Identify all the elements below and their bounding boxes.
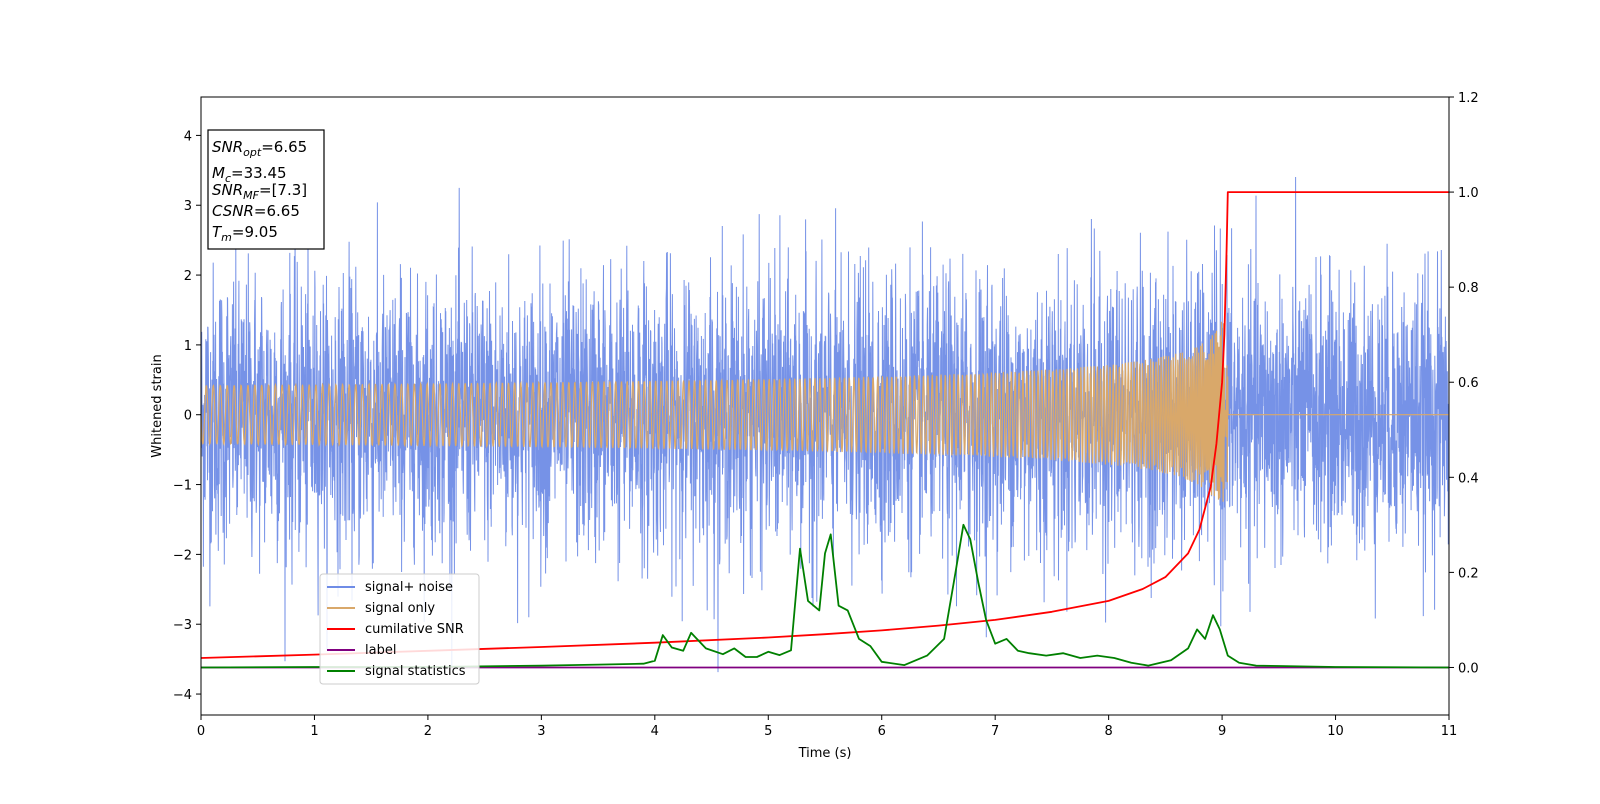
legend: signal+ noise signal only cumilative SNR la…: [319, 573, 480, 685]
y-left-tick-label: −4: [173, 688, 192, 703]
y-left-tick-label: −1: [173, 479, 192, 494]
y-axis-left: 4 3 2 1 0 −1 −2 −3 −4: [173, 129, 201, 703]
legend-frame: [319, 573, 480, 685]
info-box-frame: [207, 129, 325, 250]
x-tick-label: 1: [310, 724, 318, 739]
series-line-signal-only: [201, 321, 1449, 502]
y-left-tick-label: 2: [184, 269, 192, 284]
y-right-tick-label: 0.4: [1458, 471, 1479, 486]
x-tick-label: 9: [1218, 724, 1226, 739]
y-left-tick-label: 0: [184, 409, 192, 424]
series-line-signal-noise: [201, 176, 1449, 673]
legend-entry: label: [365, 643, 396, 658]
x-tick-label: 7: [991, 724, 999, 739]
x-tick-label: 5: [764, 724, 772, 739]
x-tick-label: 6: [878, 724, 886, 739]
series-line-cumilative-snr: [201, 191, 1449, 659]
y-right-tick-label: 0.6: [1458, 376, 1479, 391]
y-left-tick-label: 1: [184, 339, 192, 354]
x-tick-label: 10: [1327, 724, 1344, 739]
x-axis: 0 1 2 3 4 5 6 7 8 9 10 11: [197, 715, 1457, 739]
info-line: CSNR=6.65: [212, 202, 300, 220]
info-line: Mc=33.45: [212, 164, 287, 185]
y-axis-label: Whitened strain: [150, 354, 165, 457]
legend-entry: signal+ noise: [365, 580, 453, 595]
y-left-tick-label: −2: [173, 548, 192, 563]
x-tick-label: 3: [537, 724, 545, 739]
y-right-tick-label: 0.2: [1458, 566, 1479, 581]
y-right-tick-label: 0.8: [1458, 281, 1479, 296]
legend-entry: cumilative SNR: [365, 622, 464, 637]
y-left-tick-label: 3: [184, 199, 192, 214]
y-left-tick-label: 4: [184, 129, 192, 144]
y-right-tick-label: 0.0: [1458, 661, 1479, 676]
series-line-signal-statistics: [201, 523, 1449, 669]
info-line: Tm=9.05: [212, 223, 278, 244]
x-tick-label: 2: [424, 724, 432, 739]
x-axis-label: Time (s): [798, 746, 852, 761]
x-tick-label: 0: [197, 724, 205, 739]
legend-entry: signal only: [365, 601, 435, 616]
x-tick-label: 4: [651, 724, 659, 739]
y-right-tick-label: 1.0: [1458, 186, 1479, 201]
info-line: SNRMF=[7.3]: [212, 181, 307, 202]
y-left-tick-label: −3: [173, 618, 192, 633]
y-right-tick-label: 1.2: [1458, 91, 1479, 106]
y-axis-right: 1.2 1.0 0.8 0.6 0.4 0.2 0.0: [1449, 91, 1479, 676]
x-tick-label: 11: [1441, 724, 1458, 739]
info-line: SNRopt=6.65: [212, 138, 307, 159]
legend-entry: signal statistics: [365, 664, 466, 679]
plot-frame: [200, 96, 1450, 716]
x-tick-label: 8: [1104, 724, 1112, 739]
